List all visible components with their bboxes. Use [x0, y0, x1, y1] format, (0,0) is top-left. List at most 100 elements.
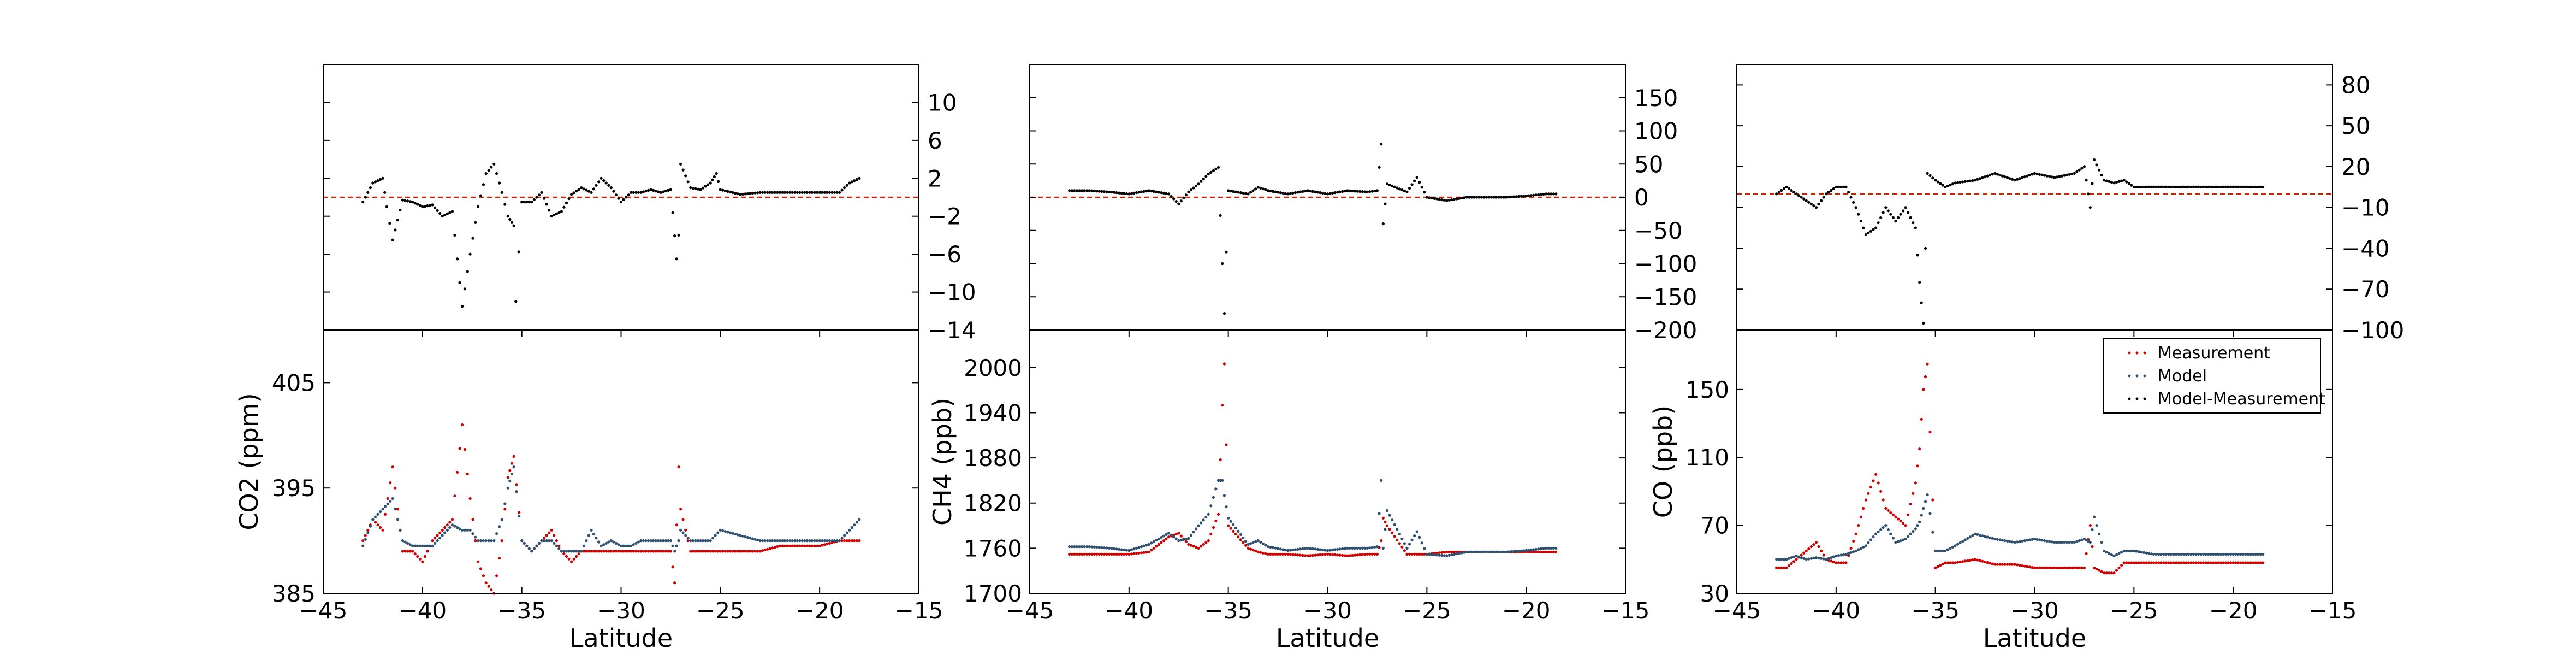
- data-point: [1078, 545, 1081, 549]
- y-tick-label: 2: [928, 165, 942, 192]
- data-point: [1413, 534, 1416, 538]
- data-point: [1554, 550, 1558, 553]
- data-point: [1510, 195, 1513, 198]
- data-point: [2048, 175, 2051, 178]
- data-point: [2016, 178, 2019, 181]
- data-point: [2246, 552, 2249, 556]
- data-point: [1281, 548, 1285, 551]
- data-point: [458, 281, 461, 284]
- data-point: [403, 199, 407, 202]
- data-point: [691, 539, 695, 543]
- data-point: [1489, 550, 1493, 553]
- data-point: [463, 447, 467, 451]
- data-point: [1189, 188, 1193, 192]
- x-tick-label: −30: [597, 597, 645, 624]
- data-point: [1447, 553, 1451, 557]
- data-point: [753, 538, 757, 541]
- data-point: [1107, 546, 1111, 550]
- data-point: [630, 191, 633, 194]
- data-point: [741, 192, 744, 196]
- data-point: [816, 539, 819, 543]
- data-point: [776, 191, 779, 194]
- data-point: [1120, 192, 1123, 195]
- data-point: [2147, 185, 2151, 188]
- data-point: [1775, 558, 1778, 561]
- data-point: [1249, 542, 1253, 545]
- data-point: [788, 191, 792, 194]
- data-point: [2164, 185, 2168, 188]
- data-point: [1304, 554, 1307, 557]
- data-point: [714, 534, 717, 537]
- data-point: [2082, 165, 2086, 168]
- data-point: [644, 550, 648, 553]
- data-point: [781, 539, 784, 543]
- data-point: [2091, 528, 2094, 532]
- data-point: [1100, 552, 1103, 556]
- data-point: [2185, 552, 2188, 556]
- data-point: [1338, 553, 1342, 557]
- data-point: [373, 521, 377, 524]
- data-point: [773, 546, 776, 549]
- data-point: [1370, 552, 1374, 556]
- data-point: [1110, 552, 1113, 556]
- data-point: [833, 191, 836, 194]
- data-point: [1341, 547, 1344, 551]
- data-point: [679, 508, 682, 511]
- data-point: [646, 539, 650, 543]
- data-point: [515, 483, 518, 486]
- data-point: [2011, 563, 2014, 566]
- data-point: [1852, 550, 1855, 553]
- data-point: [719, 550, 722, 553]
- data-point: [1326, 192, 1329, 196]
- data-point: [1896, 216, 1900, 219]
- data-point: [1328, 549, 1332, 552]
- data-point: [1920, 417, 1923, 421]
- data-point: [1261, 542, 1265, 545]
- data-point: [1817, 556, 1820, 560]
- data-point: [396, 518, 400, 521]
- data-point: [1984, 535, 1987, 538]
- data-point: [2058, 175, 2061, 178]
- data-point: [2224, 552, 2228, 556]
- data-point: [1306, 546, 1309, 550]
- data-point: [438, 531, 442, 534]
- data-point: [1384, 520, 1387, 523]
- data-point: [1430, 553, 1433, 556]
- data-point: [1277, 547, 1280, 550]
- data-point: [1398, 542, 1401, 545]
- data-point: [2202, 561, 2205, 564]
- data-point: [1954, 181, 1957, 185]
- data-point: [1182, 196, 1185, 199]
- data-point: [654, 190, 657, 193]
- data-point: [2150, 185, 2153, 188]
- data-point: [2103, 549, 2106, 552]
- data-point: [744, 192, 747, 196]
- data-point: [508, 469, 512, 472]
- data-point: [1820, 199, 1823, 202]
- data-point: [366, 528, 370, 532]
- data-point: [1452, 550, 1456, 553]
- data-point: [2053, 176, 2056, 179]
- x-tick-label: −40: [1105, 597, 1154, 624]
- data-point: [555, 544, 558, 547]
- data-point: [1907, 535, 1910, 538]
- data-point: [438, 537, 442, 540]
- data-point: [1447, 550, 1451, 553]
- data-point: [2070, 541, 2074, 544]
- data-point: [2008, 177, 2011, 180]
- data-point: [1502, 196, 1505, 199]
- data-point: [654, 539, 657, 543]
- data-point: [2065, 173, 2069, 176]
- data-point: [805, 539, 809, 543]
- data-point: [1554, 192, 1558, 196]
- data-point: [1529, 194, 1533, 197]
- data-point: [1249, 547, 1253, 551]
- data-point: [1113, 191, 1116, 194]
- data-point: [1242, 536, 1245, 540]
- data-point: [751, 192, 754, 195]
- data-point: [823, 543, 826, 546]
- data-point: [1420, 186, 1423, 189]
- data-point: [2110, 553, 2113, 556]
- data-point: [704, 539, 707, 543]
